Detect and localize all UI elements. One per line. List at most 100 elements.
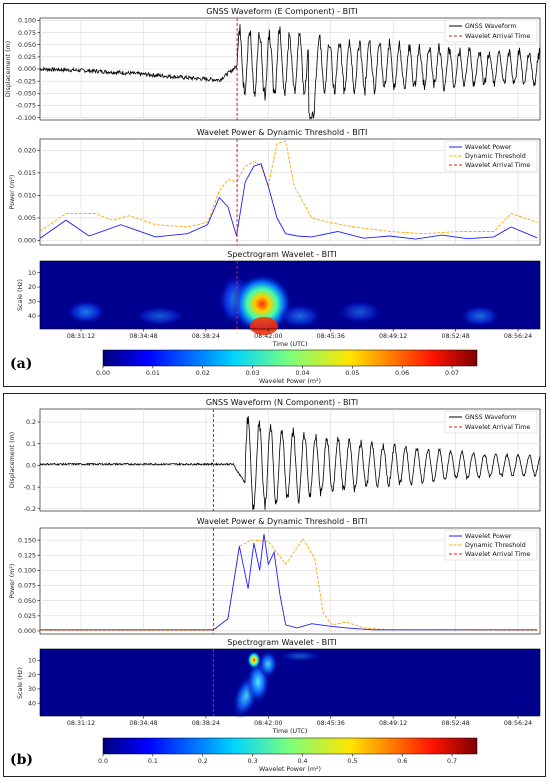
x-tick-label: 08:42:00 — [254, 333, 282, 340]
colorbar-tick-label: 0.2 — [198, 758, 208, 765]
x-tick-label: 08:38:24 — [192, 720, 220, 727]
x-tick-label: 08:56:24 — [504, 720, 532, 727]
y-tick-label: 0.020 — [18, 147, 36, 154]
y-tick-label: -0.025 — [16, 78, 36, 85]
x-tick-label: 08:49:12 — [379, 333, 407, 340]
a-colorbar-label: Wavelet Power (m²) — [259, 378, 321, 385]
b-spectrogram-axes — [39, 648, 541, 717]
legend-power-label: Wavelet Power — [465, 533, 512, 540]
a-spectrogram-axes — [39, 260, 541, 330]
legend-threshold-label: Dynamic Threshold — [465, 153, 526, 160]
a-time-axis-label: Time (UTC) — [272, 341, 308, 348]
b-spectrogram-yticks: 10 20 30 40 — [28, 658, 40, 707]
y-tick-label: 20 — [28, 284, 36, 291]
b-power-ylabel: Power (m²) — [9, 564, 16, 599]
legend-arrival-label: Wavelet Arrival Time — [465, 551, 530, 558]
x-tick-label: 08:45:36 — [317, 333, 345, 340]
b-colorbar-ticks: 0.0 0.1 0.2 0.3 0.4 0.5 0.6 0.7 — [98, 754, 457, 765]
colorbar-tick-label: 0.02 — [196, 370, 210, 377]
y-tick-label: 30 — [28, 299, 36, 306]
b-colorbar-label: Wavelet Power (m²) — [259, 766, 321, 773]
colorbar-tick-label: 0.3 — [248, 758, 258, 765]
a-colorbar — [102, 349, 478, 367]
colorbar-tick-label: 0.6 — [397, 758, 407, 765]
colorbar-tick-label: 0.03 — [246, 370, 260, 377]
x-tick-label: 08:38:24 — [192, 333, 220, 340]
b-waveform-ylabel: Displacement (m) — [9, 432, 16, 488]
a-waveform-series — [39, 24, 541, 120]
y-tick-label: 0.075 — [18, 30, 36, 37]
x-tick-label: 08:34:48 — [129, 720, 157, 727]
b-waveform-title: GNSS Waveform (N Component) - BITI — [206, 398, 358, 407]
y-tick-label: 0.050 — [18, 42, 36, 49]
colorbar-tick-label: 0.5 — [347, 758, 357, 765]
b-spectrogram-image — [40, 649, 540, 719]
x-tick-label: 08:42:00 — [254, 720, 282, 727]
x-tick-label: 08:31:12 — [67, 720, 95, 727]
y-tick-label: 0.1 — [26, 441, 36, 448]
a-waveform-title: GNSS Waveform (E Component) - BITI — [206, 7, 357, 16]
y-tick-label: 30 — [28, 686, 36, 693]
colorbar-tick-label: 0.00 — [96, 370, 110, 377]
colorbar-tick-label: 0.4 — [297, 758, 307, 765]
x-tick-label: 08:52:48 — [441, 720, 469, 727]
b-spectrogram-ylabel: Scale (Hz) — [17, 667, 24, 699]
a-power-series — [39, 163, 538, 240]
y-tick-label: 10 — [28, 658, 36, 665]
y-tick-label: 0.010 — [18, 193, 36, 200]
x-tick-label: 08:34:48 — [129, 333, 157, 340]
x-tick-label: 08:56:24 — [504, 333, 532, 340]
x-tick-label: 08:52:48 — [441, 333, 469, 340]
x-tick-label: 08:49:12 — [379, 720, 407, 727]
b-waveform-yticks: 0.2 0.1 0.0 -0.1 -0.2 — [24, 419, 40, 513]
y-tick-label: 0.2 — [26, 419, 36, 426]
b-power-legend: Wavelet Power Dynamic Threshold Wavelet … — [444, 529, 538, 561]
a-waveform-yticks: 0.100 0.075 0.050 0.025 0.000 -0.025 -0.050 -0.… — [16, 18, 40, 122]
legend-waveform-label: GNSS Waveform — [465, 23, 517, 30]
colorbar-tick-label: 0.06 — [395, 370, 409, 377]
x-tick-label: 08:31:12 — [67, 333, 95, 340]
b-spectrogram-title: Spectrogram Wavelet - BITI — [227, 638, 337, 647]
a-panel-label: (a) — [10, 356, 32, 372]
y-tick-label: -0.2 — [24, 506, 36, 513]
b-power-grid — [40, 528, 540, 634]
colorbar-tick-label: 0.01 — [146, 370, 160, 377]
x-tick-label: 08:45:36 — [317, 720, 345, 727]
colorbar-tick-label: 0.04 — [295, 370, 309, 377]
colorbar-tick-label: 0.07 — [445, 370, 459, 377]
y-tick-label: 0.150 — [18, 537, 36, 544]
b-waveform-series — [39, 416, 541, 510]
a-power-ylabel: Power (m²) — [9, 175, 16, 210]
b-time-axis-label: Time (UTC) — [272, 728, 308, 735]
y-tick-label: 0.000 — [18, 238, 36, 245]
b-power-series — [40, 534, 538, 631]
b-panel-label: (b) — [10, 752, 33, 768]
b-power-title: Wavelet Power & Dynamic Threshold - BITI — [197, 517, 368, 526]
y-tick-label: 0.100 — [18, 18, 36, 25]
y-tick-label: -0.1 — [24, 484, 36, 491]
legend-waveform-label: GNSS Waveform — [465, 414, 517, 421]
a-power-legend: Wavelet Power Dynamic Threshold Wavelet … — [444, 140, 538, 172]
y-tick-label: 0.000 — [18, 628, 36, 635]
y-tick-label: -0.100 — [16, 115, 36, 122]
y-tick-label: 0.100 — [18, 568, 36, 575]
legend-arrival-label: Wavelet Arrival Time — [465, 33, 530, 40]
y-tick-label: -0.075 — [16, 103, 36, 110]
y-tick-label: 0.000 — [18, 66, 36, 73]
b-waveform-legend: GNSS Waveform Wavelet Arrival Time — [444, 410, 538, 434]
y-tick-label: 0.075 — [18, 583, 36, 590]
y-tick-label: 40 — [28, 313, 36, 320]
y-tick-label: 0.015 — [18, 170, 36, 177]
a-waveform-ylabel: Displacement (m) — [5, 41, 12, 97]
colorbar-tick-label: 0.05 — [345, 370, 359, 377]
a-spectrogram-ylabel: Scale (Hz) — [17, 279, 24, 311]
y-tick-label: 0.050 — [18, 598, 36, 605]
y-tick-label: -0.050 — [16, 90, 36, 97]
y-tick-label: 0.025 — [18, 613, 36, 620]
a-power-yticks: 0.020 0.015 0.010 0.005 0.000 — [18, 147, 40, 245]
a-power-title: Wavelet Power & Dynamic Threshold - BITI — [197, 128, 368, 137]
colorbar-tick-label: 0.7 — [447, 758, 457, 765]
a-colorbar-ticks: 0.00 0.01 0.02 0.03 0.04 0.05 0.06 0.07 — [96, 366, 459, 377]
legend-power-label: Wavelet Power — [465, 144, 512, 151]
a-threshold-series — [39, 140, 538, 235]
